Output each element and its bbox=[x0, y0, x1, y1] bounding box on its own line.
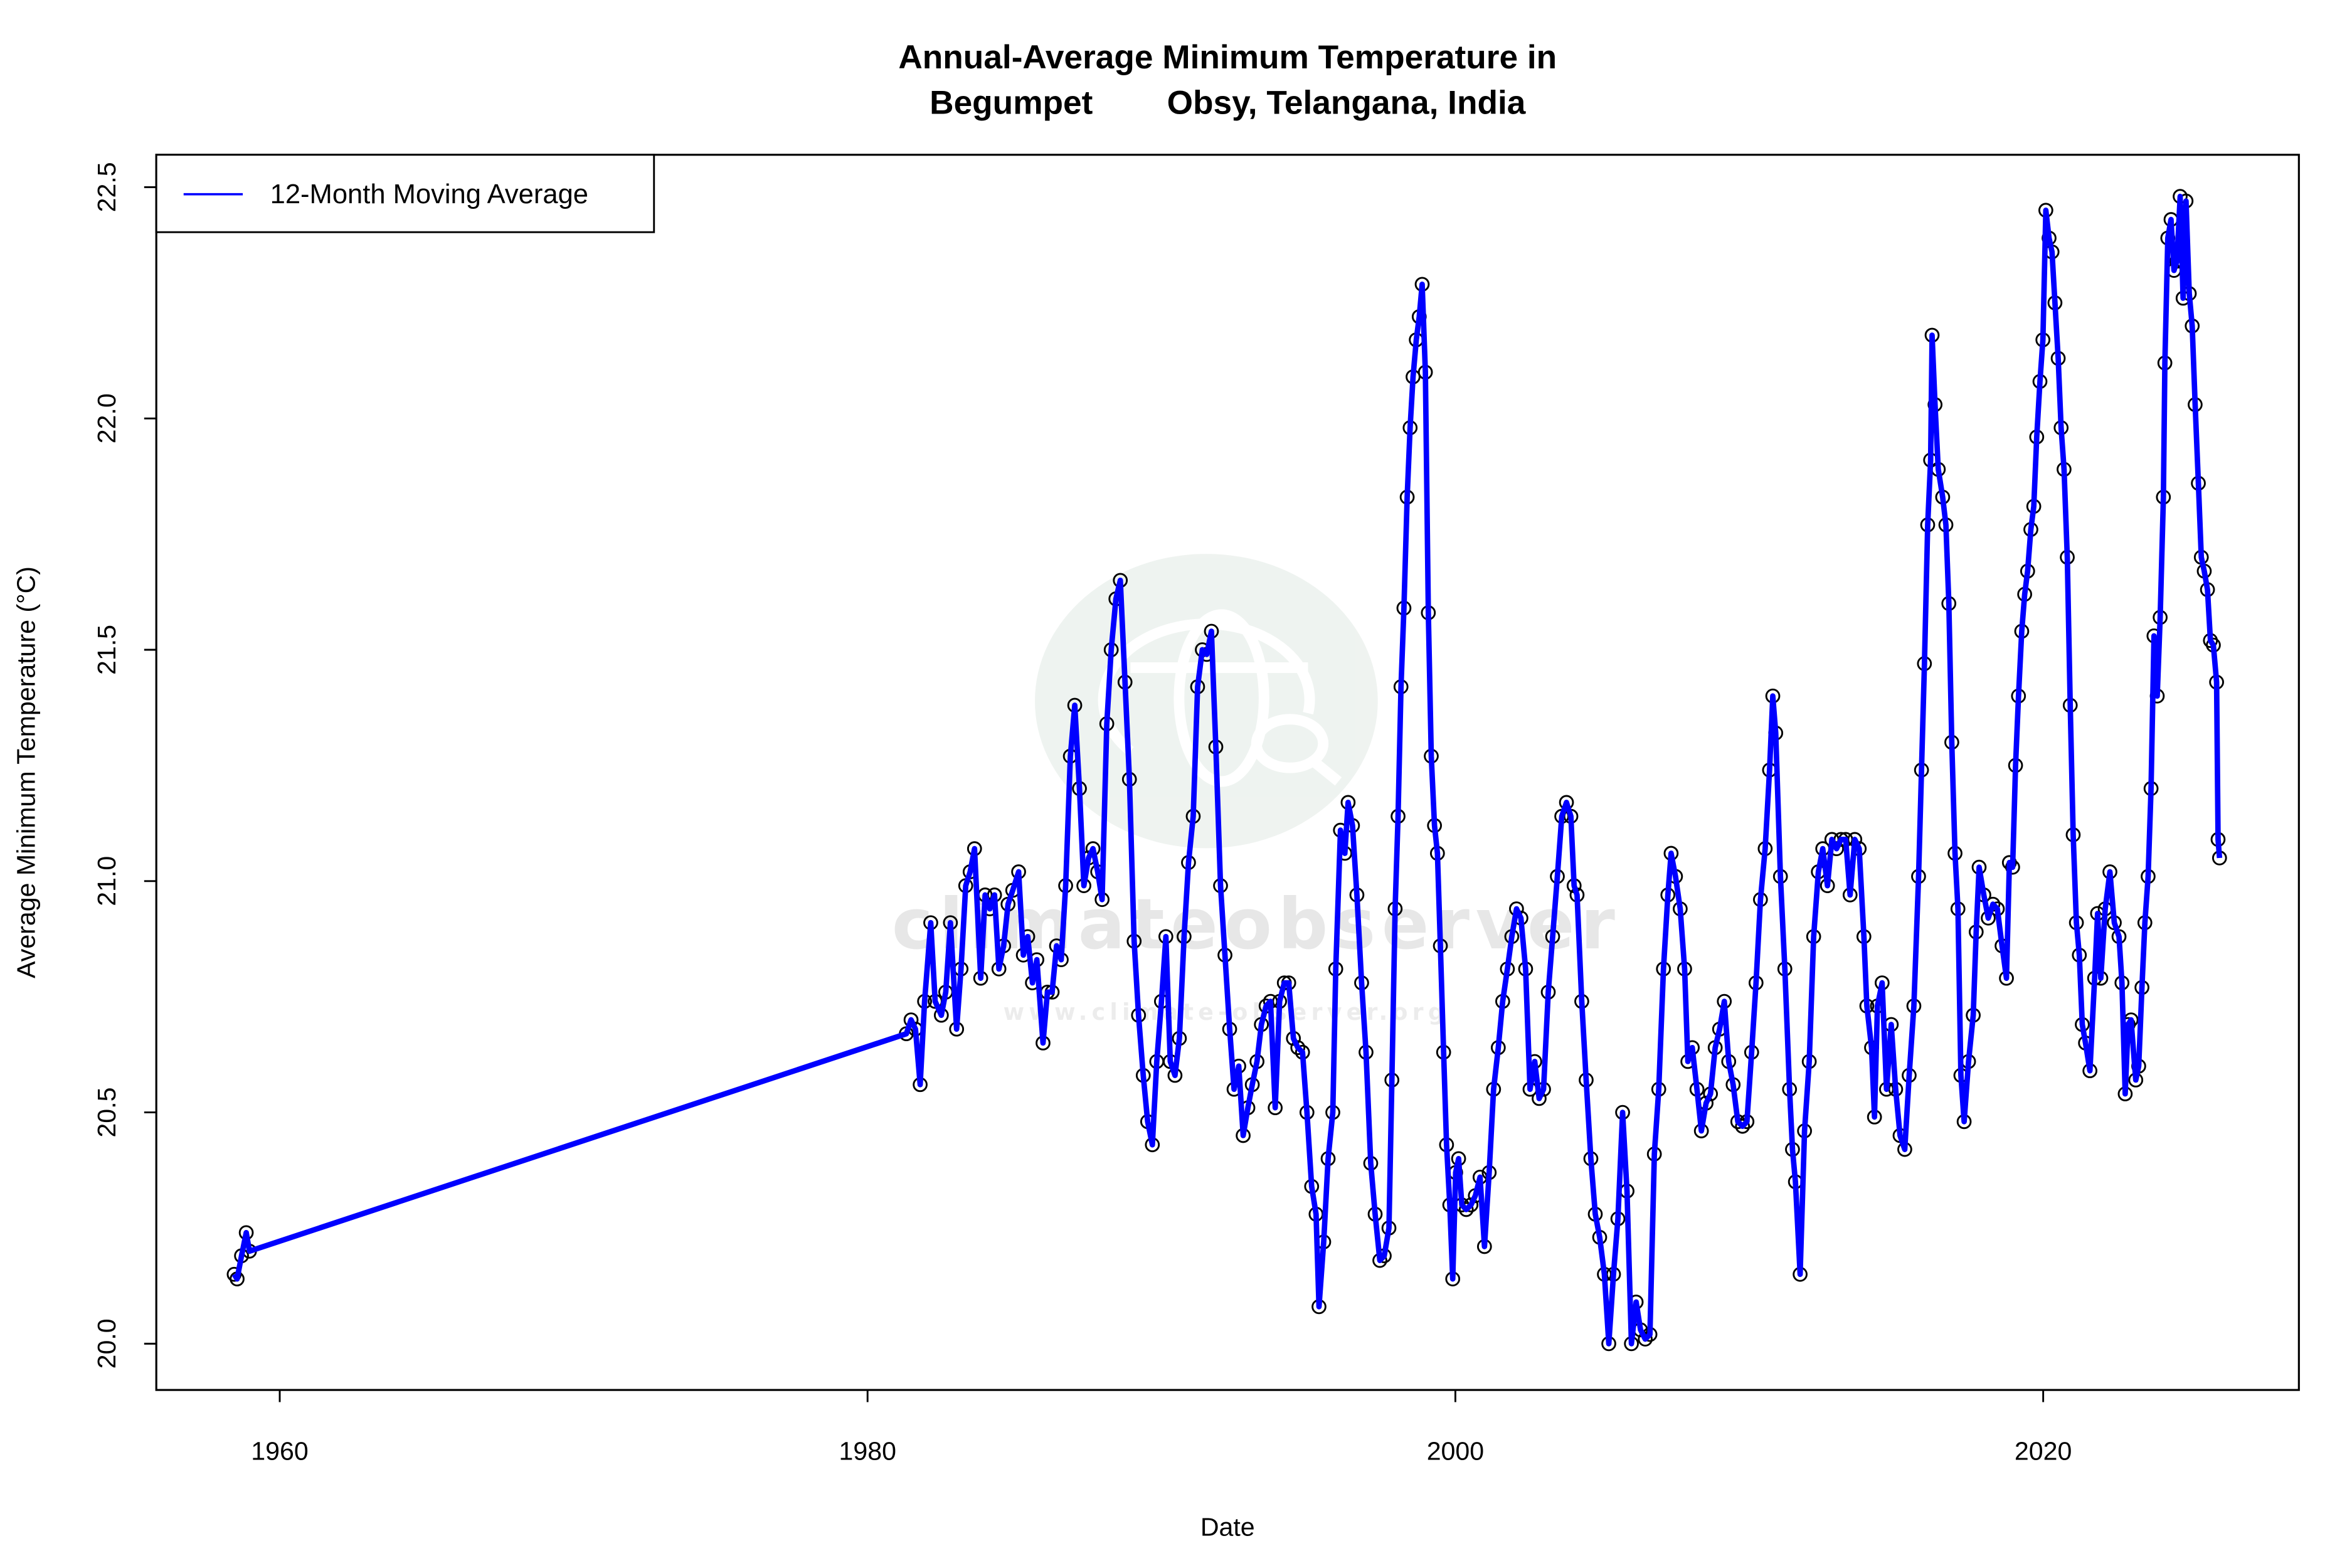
plot-frame bbox=[155, 154, 2300, 1391]
data-point bbox=[1638, 1332, 1653, 1347]
data-point bbox=[1735, 1118, 1751, 1134]
legend-label: 12-Month Moving Average bbox=[270, 179, 588, 209]
legend: 12-Month Moving Average bbox=[155, 154, 655, 233]
x-axis-label: Date bbox=[1200, 1512, 1255, 1541]
y-axis-label: Average Minimum Temperature (°C) bbox=[12, 566, 41, 978]
x-tick-label: 1980 bbox=[839, 1436, 896, 1465]
y-tick-label: 21.5 bbox=[92, 625, 121, 675]
y-tick-label: 20.0 bbox=[92, 1318, 121, 1369]
axes: 1960 1980 2000 2020 20.0 20.5 21.0 21.5 22.0 22.5 bbox=[92, 162, 2072, 1465]
x-tick-label: 1960 bbox=[251, 1436, 308, 1465]
x-tick-label: 2020 bbox=[2015, 1436, 2072, 1465]
y-tick-label: 22.5 bbox=[92, 162, 121, 212]
y-tick-label: 22.0 bbox=[92, 393, 121, 443]
plot-marks bbox=[226, 189, 2227, 1352]
chart-title-line-1: Annual-Average Minimum Temperature in bbox=[898, 39, 1557, 76]
watermark-url: www.climate-observer.org bbox=[1004, 999, 1449, 1025]
chart-title-line-2: Begumpet Obsy, Telangana, India bbox=[930, 84, 1526, 121]
x-tick-label: 2000 bbox=[1427, 1436, 1484, 1465]
globe-search-icon bbox=[1098, 609, 1342, 787]
data-point bbox=[1458, 1202, 1474, 1217]
data-point bbox=[1290, 1040, 1306, 1056]
y-tick-label: 21.0 bbox=[92, 856, 121, 906]
y-tick-label: 20.5 bbox=[92, 1088, 121, 1138]
series-line bbox=[231, 193, 2223, 1347]
watermark-logo-ellipse bbox=[1035, 554, 1378, 849]
